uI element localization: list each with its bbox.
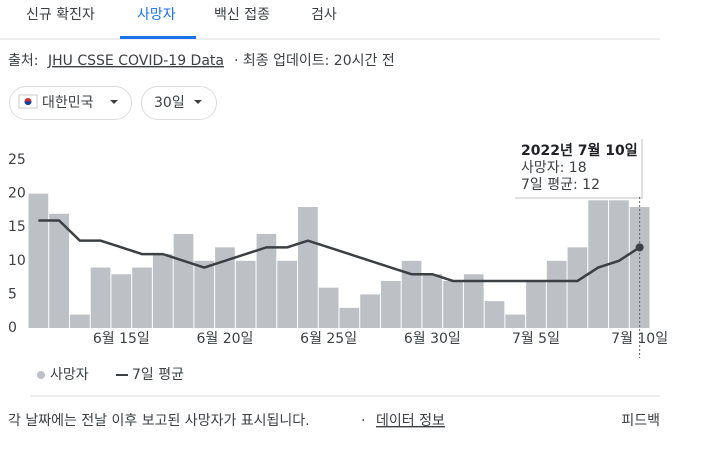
- region-dropdown[interactable]: [9, 86, 132, 120]
- data-info-link[interactable]: 데이터 정보: [376, 413, 445, 429]
- x-tick-label: 6월 15일: [93, 331, 150, 347]
- y-tick-label: 20: [8, 186, 26, 202]
- bar: [526, 280, 546, 328]
- flag-icon: [18, 94, 38, 109]
- bar: [173, 233, 194, 328]
- x-tick-label: 6월 30일: [404, 331, 461, 347]
- tooltip-row: 7일 평균: 12: [521, 177, 600, 193]
- tooltip-date: 2022년 7월 10일: [521, 142, 638, 159]
- average-line: [38, 219, 641, 283]
- period-label: 30일: [154, 95, 185, 111]
- bar: [49, 213, 69, 328]
- legend-label: 7일 평균: [132, 367, 184, 383]
- y-tick-label: 25: [8, 152, 26, 168]
- bar: [69, 314, 90, 328]
- bar: [567, 247, 588, 328]
- hover-dot: [635, 243, 644, 252]
- bar: [256, 233, 277, 328]
- bar: [28, 193, 49, 328]
- y-tick-label: 5: [8, 286, 17, 302]
- bar: [588, 200, 609, 328]
- dropdown-arrow: [110, 100, 118, 104]
- bar: [318, 287, 339, 328]
- tab[interactable]: 백신 접종: [214, 7, 270, 23]
- tab[interactable]: 검사: [311, 7, 337, 23]
- x-tick-label: 6월 20일: [196, 331, 253, 347]
- tab-indicator: [120, 36, 196, 39]
- bar: [194, 260, 215, 328]
- footer-note: 각 날짜에는 전날 이후 보고된 사망자가 표시됩니다.: [8, 413, 310, 429]
- bar: [360, 294, 380, 328]
- x-tick-label: 6월 25일: [300, 331, 357, 347]
- y-tick-label: 15: [8, 219, 26, 235]
- tab[interactable]: 신규 확진자: [26, 7, 95, 23]
- update-info: · 최종 업데이트: 20시간 전: [234, 53, 395, 69]
- bar: [298, 207, 318, 328]
- bar: [505, 314, 526, 328]
- footer-separator: ·: [361, 413, 365, 429]
- bar: [629, 207, 650, 328]
- chart: 0 5 10 15 20 25 6월 15일 6월 20일 6월 25일 6월 30일 7월 5일 7…: [8, 137, 668, 358]
- bar: [235, 260, 256, 328]
- tab-active[interactable]: 사망자: [137, 7, 176, 23]
- y-tick-label: 10: [8, 253, 26, 269]
- legend-label: 사망자: [50, 367, 89, 383]
- bar: [380, 280, 401, 328]
- bar: [339, 307, 360, 328]
- feedback-link[interactable]: 피드백: [621, 413, 660, 429]
- region-label: 대한민국: [42, 95, 94, 111]
- bar: [422, 274, 443, 328]
- bar: [215, 247, 235, 328]
- bar: [546, 260, 567, 328]
- x-tick-label: 7월 5일: [512, 331, 560, 347]
- source-link[interactable]: JHU CSSE COVID-19 Data: [47, 53, 224, 69]
- period-dropdown[interactable]: [141, 86, 217, 120]
- bar: [90, 267, 111, 328]
- y-tick-label: 0: [8, 320, 17, 336]
- bar: [277, 260, 298, 328]
- legend-swatch: [37, 371, 45, 379]
- bar: [132, 267, 152, 328]
- bar: [111, 274, 132, 328]
- bar: [463, 274, 484, 328]
- dropdown-arrow: [194, 100, 202, 104]
- bar: [443, 280, 463, 328]
- tooltip: [513, 137, 641, 197]
- bar: [484, 301, 505, 328]
- bar: [152, 254, 173, 328]
- bar: [609, 200, 629, 328]
- bar: [401, 260, 422, 328]
- tooltip-row: 사망자: 18: [521, 160, 587, 176]
- source-label: 출처:: [8, 53, 38, 69]
